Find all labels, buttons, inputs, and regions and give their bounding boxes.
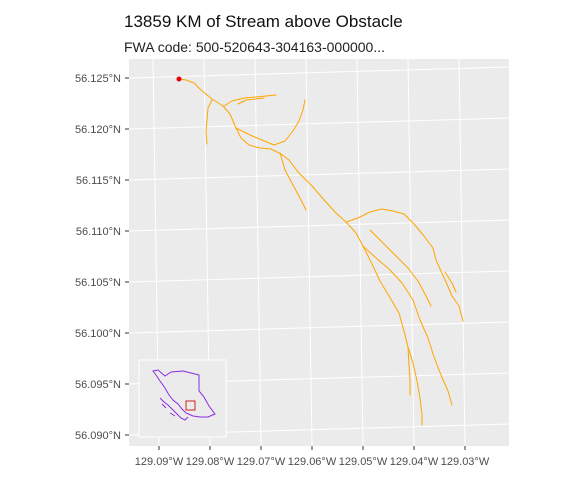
province-outline	[152, 369, 216, 418]
y-tick-label: 56.105°N	[75, 277, 121, 289]
stream-main	[178, 78, 411, 396]
stream-south-branch	[407, 346, 423, 426]
map-title: 13859 KM of Stream above Obstacle	[124, 12, 403, 31]
y-axis: 56.125°N 56.120°N 56.115°N 56.110°N 56.1…	[75, 73, 129, 442]
graticule-lat-56115	[128, 168, 510, 181]
y-tick-label: 56.110°N	[76, 226, 121, 238]
x-tick-label: 129.08°W	[186, 456, 235, 468]
graticule-lon-12907	[254, 58, 262, 447]
stream-network	[178, 78, 464, 426]
stream-mid-east-branch	[369, 229, 432, 307]
graticule-lat-56125	[128, 66, 510, 79]
y-tick-label: 56.125°N	[75, 73, 121, 85]
x-axis: 129.09°W 129.08°W 129.07°W 129.06°W 129.…	[135, 446, 490, 468]
y-tick-label: 56.095°N	[75, 379, 121, 391]
graticule-lon-12906	[305, 58, 313, 447]
stream-east-branch	[235, 99, 306, 146]
bc-locator-inset	[138, 359, 227, 438]
y-tick-label: 56.090°N	[75, 430, 121, 442]
stream-middle-branch	[279, 152, 307, 211]
x-tick-label: 129.04°W	[390, 456, 439, 468]
locator-inset-frame	[138, 359, 227, 438]
graticule-lat-56100	[128, 321, 510, 334]
stream-northeast-branch	[237, 97, 265, 105]
obstacle-marker	[176, 76, 182, 82]
x-tick-label: 129.09°W	[135, 456, 184, 468]
graticule-lon-12904	[407, 58, 415, 447]
graticule-lon-12903	[458, 58, 466, 447]
study-area-locator	[185, 400, 196, 411]
stream-upper-east-branch	[345, 208, 441, 270]
x-tick-label: 129.03°W	[441, 456, 490, 468]
graticule-lon-12905	[356, 58, 364, 447]
x-tick-label: 129.06°W	[288, 456, 337, 468]
stream-north-branch	[223, 94, 277, 107]
stream-lower-east-branch	[362, 245, 453, 406]
y-tick-label: 56.120°N	[75, 124, 121, 136]
map-subtitle: FWA code: 500-520643-304163-000000...	[124, 39, 386, 55]
y-tick-label: 56.115°N	[76, 175, 121, 187]
x-tick-label: 129.05°W	[339, 456, 388, 468]
stream-west-fork	[205, 99, 213, 145]
graticule-lat-56110	[128, 219, 510, 232]
y-tick-label: 56.100°N	[75, 328, 121, 340]
x-tick-label: 129.07°W	[237, 456, 286, 468]
stream-east-tributary	[439, 268, 464, 322]
stream-east-tributary-2	[444, 271, 457, 293]
graticule-lat-56120	[128, 117, 510, 130]
coastal-islands	[159, 397, 189, 421]
